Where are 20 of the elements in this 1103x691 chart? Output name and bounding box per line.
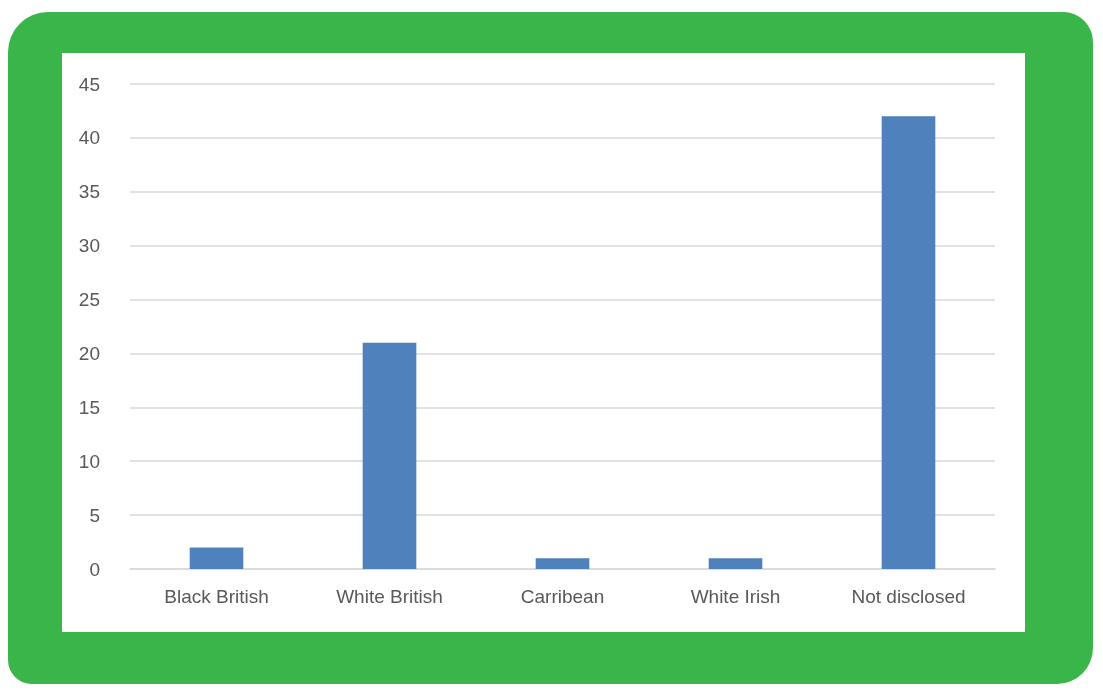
x-tick-label: White Irish — [690, 586, 781, 607]
y-tick-label: 15 — [78, 396, 100, 418]
y-tick-label: 0 — [89, 558, 100, 580]
y-tick-label: 5 — [89, 504, 100, 526]
bar — [362, 342, 417, 569]
y-tick-label: 35 — [78, 181, 100, 203]
x-tick-label: Black British — [164, 586, 269, 607]
x-tick-label: White British — [336, 586, 443, 607]
y-tick-label: 40 — [78, 127, 100, 149]
bar — [189, 547, 244, 569]
y-tick-label: 20 — [78, 342, 100, 364]
y-tick-label: 25 — [78, 289, 100, 311]
y-tick-label: 10 — [78, 450, 100, 472]
bar — [708, 558, 763, 569]
bar — [881, 116, 936, 569]
x-tick-label: Carribean — [520, 586, 605, 607]
x-tick-label: Not disclosed — [851, 586, 966, 607]
y-tick-label: 30 — [78, 235, 100, 257]
y-tick-label: 45 — [78, 73, 100, 95]
bar — [535, 558, 590, 569]
